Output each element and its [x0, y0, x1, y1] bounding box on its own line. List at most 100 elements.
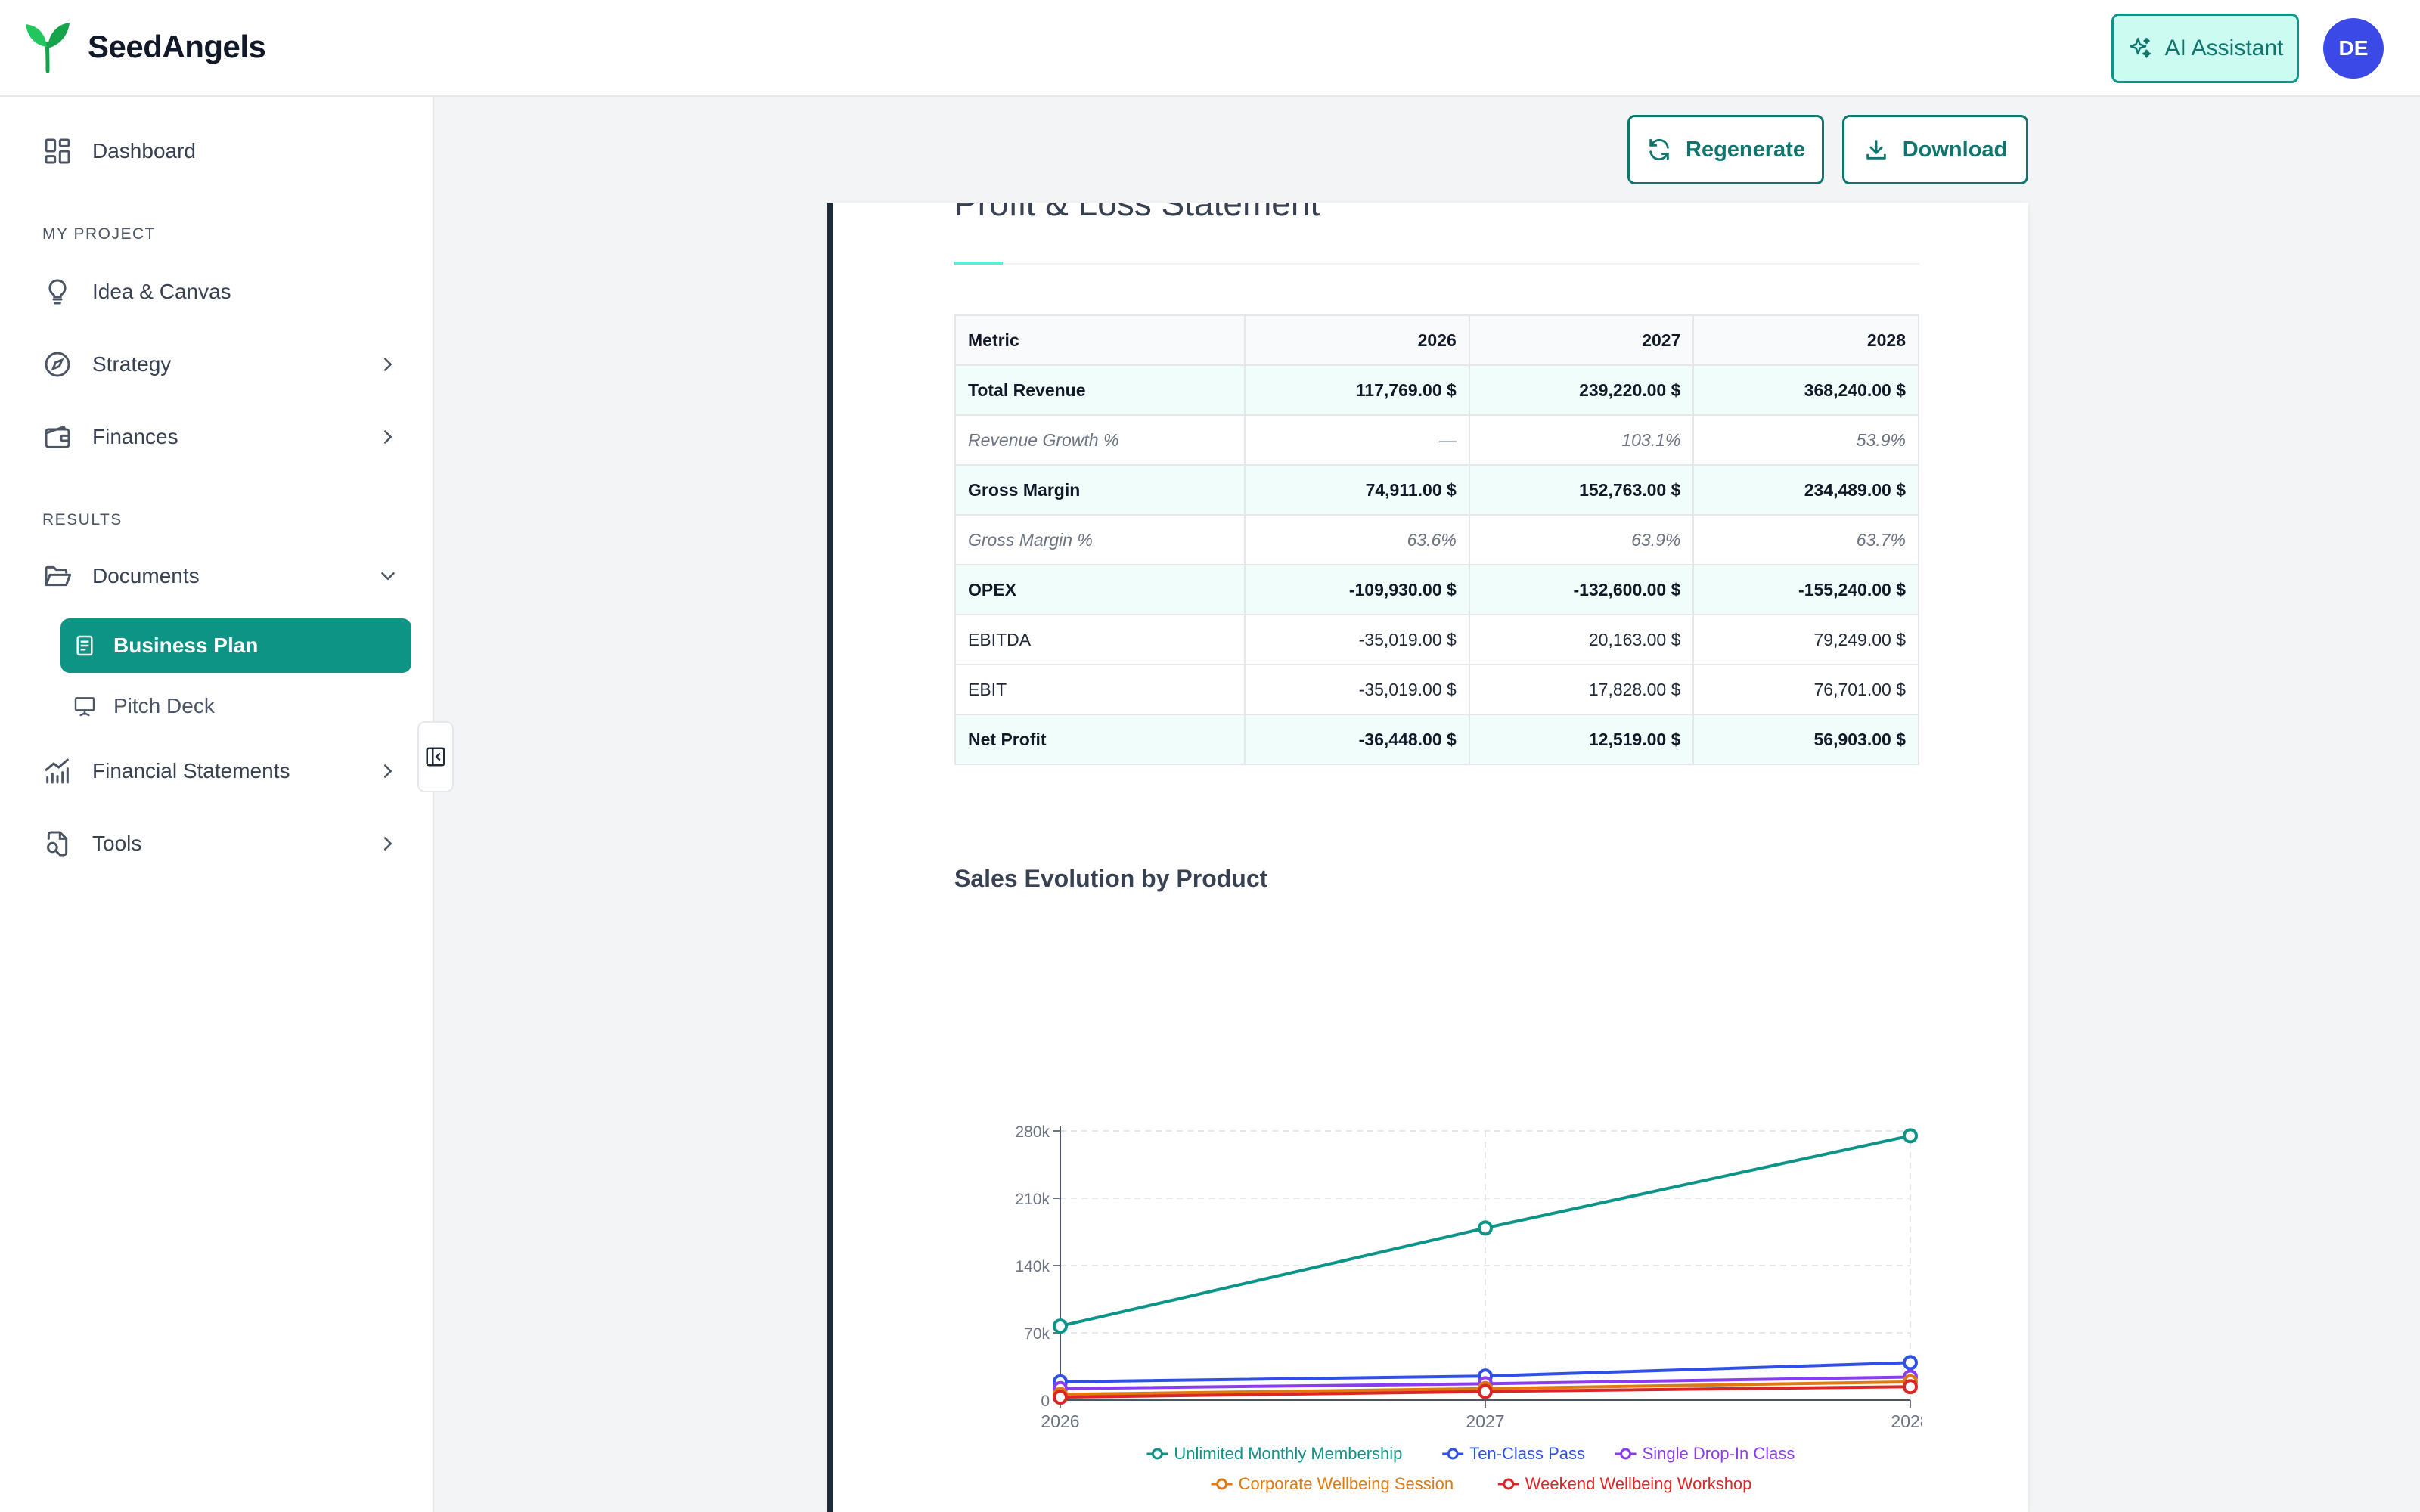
sidebar-item-business-plan[interactable]: Business Plan [60, 618, 411, 673]
data-point[interactable] [1053, 1390, 1068, 1405]
sidebar-item-label: Business Plan [113, 634, 259, 657]
legend-marker [1151, 1448, 1163, 1460]
chevron-right-icon [384, 764, 392, 778]
document-page: Profit & Loss Statement Metric 2026 2027 20… [827, 203, 2028, 1512]
data-point[interactable] [1053, 1318, 1068, 1334]
table-row: Gross Margin 74,911.00 $152,763.00 $234,4… [954, 464, 1919, 516]
sidebar-item-dashboard[interactable]: Dashboard [42, 136, 390, 166]
table-cell: 74,911.00 $ [1244, 464, 1470, 516]
sidebar-item-tools[interactable]: Tools [42, 829, 392, 859]
table-cell: 152,763.00 $ [1468, 464, 1695, 516]
legend-item[interactable]: Corporate Wellbeing Session [1211, 1474, 1454, 1493]
chevron-down-icon [381, 572, 395, 581]
regenerate-button[interactable]: Regenerate [1627, 115, 1824, 184]
metric-label: Gross Margin [954, 464, 1246, 516]
table-row: Net Profit -36,448.00 $12,519.00 $56,903.… [954, 714, 1919, 765]
table-cell: 20,163.00 $ [1468, 614, 1695, 665]
data-point[interactable] [1478, 1383, 1493, 1399]
document-icon [76, 635, 93, 656]
table-cell: -155,240.00 $ [1692, 564, 1919, 615]
legend-item[interactable]: Ten-Class Pass [1442, 1444, 1585, 1463]
folder-open-icon [45, 565, 72, 587]
sidebar-item-strategy[interactable]: Strategy [42, 349, 392, 380]
regenerate-label: Regenerate [1686, 137, 1805, 162]
legend-label: Single Drop-In Class [1643, 1444, 1795, 1463]
table-cell: 63.6% [1244, 514, 1470, 565]
data-point[interactable] [1903, 1128, 1918, 1144]
section-my-project: MY PROJECT [42, 225, 156, 243]
table-cell: -132,600.00 $ [1468, 564, 1695, 615]
legend-marker [1503, 1478, 1515, 1490]
data-point[interactable] [1478, 1220, 1493, 1236]
chart-title: Sales Evolution by Product [954, 865, 1268, 892]
leaf-logo-icon [26, 23, 70, 73]
table-cell: 53.9% [1692, 414, 1919, 466]
sidebar-item-documents[interactable]: Documents [42, 561, 395, 591]
data-point[interactable] [1903, 1355, 1918, 1371]
section-results: RESULTS [42, 511, 123, 528]
chevron-right-icon [384, 358, 392, 371]
metric-label: Gross Margin % [954, 514, 1246, 565]
title-divider [954, 263, 1919, 265]
table-cell: -109,930.00 $ [1244, 564, 1470, 615]
sidebar-item-label: Documents [92, 564, 200, 587]
table-cell: -35,019.00 $ [1244, 664, 1470, 715]
table-cell: 103.1% [1468, 414, 1695, 466]
table-cell: 56,903.00 $ [1692, 714, 1919, 765]
sidebar-item-label: Idea & Canvas [92, 280, 231, 303]
table-cell: 17,828.00 $ [1468, 664, 1695, 715]
download-button[interactable]: Download [1842, 115, 2028, 184]
sidebar-item-label: Tools [92, 832, 142, 855]
y-tick-label: 70k [1024, 1325, 1050, 1343]
user-avatar[interactable]: DE [2323, 18, 2384, 79]
file-search-icon [46, 831, 68, 857]
table-cell: 234,489.00 $ [1692, 464, 1919, 516]
sidebar-item-financial-statements[interactable]: Financial Statements [42, 756, 392, 786]
collapse-sidebar-button[interactable] [417, 721, 454, 792]
y-tick-label: 0 [1041, 1393, 1050, 1410]
y-tick-label: 280k [1015, 1123, 1050, 1141]
table-cell: -36,448.00 $ [1244, 714, 1470, 765]
title-accent [954, 262, 1003, 265]
data-point[interactable] [1903, 1379, 1918, 1395]
ai-assistant-button[interactable]: AI Assistant [2111, 14, 2299, 83]
column-header: Metric [954, 314, 1246, 366]
table-cell: 12,519.00 $ [1468, 714, 1695, 765]
table-cell: 368,240.00 $ [1692, 364, 1919, 416]
metric-label: EBIT [954, 664, 1246, 715]
sidebar-item-idea-canvas[interactable]: Idea & Canvas [42, 277, 390, 307]
download-icon [1866, 140, 1886, 160]
column-header: 2027 [1468, 314, 1695, 366]
table-cell: — [1244, 414, 1470, 466]
metric-label: Revenue Growth % [954, 414, 1246, 466]
legend-item[interactable]: Unlimited Monthly Membership [1146, 1444, 1402, 1463]
column-header: 2026 [1244, 314, 1470, 366]
sidebar-item-label: Financial Statements [92, 759, 290, 782]
table-cell: 117,769.00 $ [1244, 364, 1470, 416]
wallet-icon [45, 425, 70, 448]
table-cell: 79,249.00 $ [1692, 614, 1919, 665]
sparkle-icon [2129, 37, 2151, 58]
metric-label: Net Profit [954, 714, 1246, 765]
legend-marker [1447, 1448, 1459, 1460]
metric-label: OPEX [954, 564, 1246, 615]
table-row: EBITDA -35,019.00 $20,163.00 $79,249.00 $ [954, 614, 1919, 665]
table-row: EBIT -35,019.00 $17,828.00 $76,701.00 $ [954, 664, 1919, 715]
table-row: Total Revenue 117,769.00 $239,220.00 $368… [954, 364, 1919, 416]
x-tick-label: 2027 [1466, 1411, 1504, 1431]
brand[interactable]: SeedAngels [24, 21, 266, 73]
table-cell: 63.9% [1468, 514, 1695, 565]
y-tick-label: 210k [1015, 1191, 1050, 1208]
table-cell: 76,701.00 $ [1692, 664, 1919, 715]
ai-assistant-label: AI Assistant [2164, 36, 2284, 60]
legend-label: Weekend Wellbeing Workshop [1525, 1474, 1752, 1493]
compass-icon [45, 352, 70, 377]
sidebar-item-finances[interactable]: Finances [42, 422, 392, 452]
sidebar-item-pitch-deck[interactable]: Pitch Deck [60, 679, 411, 733]
sales-line-chart: 0 70k 140k 210k 280k 2026 2027 2028 Unlimited Mo… [1015, 1123, 1922, 1493]
table-cell: 239,220.00 $ [1468, 364, 1695, 416]
chart-up-icon [45, 758, 69, 784]
legend-item[interactable]: Weekend Wellbeing Workshop [1497, 1474, 1752, 1493]
legend-item[interactable]: Single Drop-In Class [1615, 1444, 1795, 1463]
table-row: Gross Margin % 63.6% 63.9% 63.7% [954, 514, 1919, 565]
